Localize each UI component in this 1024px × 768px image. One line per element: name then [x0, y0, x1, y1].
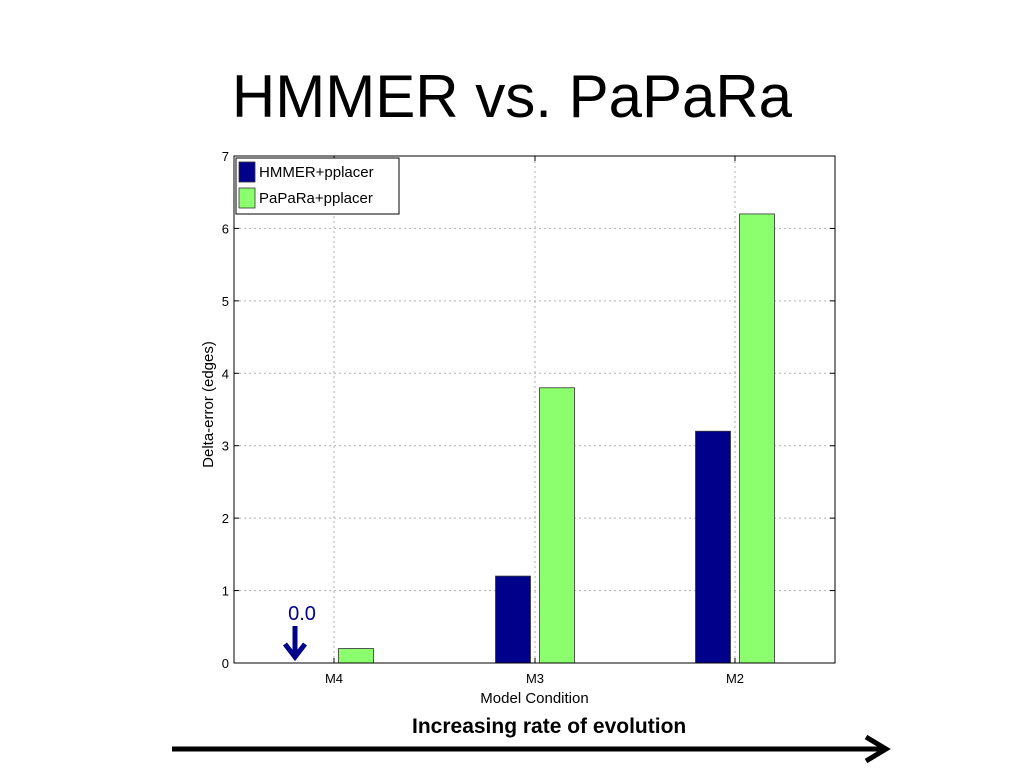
bar-papara-pplacer-m3 [539, 387, 575, 664]
legend-swatch [238, 161, 256, 183]
bar-hmmer-pplacer-m2 [695, 430, 731, 664]
x-axis-title: Model Condition [480, 690, 588, 707]
y-tick-label: 6 [222, 221, 229, 236]
y-axis-title: Delta-error (edges) [200, 341, 217, 468]
down-arrow-icon [283, 626, 307, 662]
axes: 0 1 2 3 4 5 6 7 M4 M3 M2 Model Condition Delta-error… [200, 149, 836, 707]
y-tick-label: 4 [222, 366, 229, 381]
bar-papara-pplacer-m2 [739, 213, 775, 664]
legend-swatch [238, 187, 256, 209]
legend-box [235, 157, 400, 215]
slide-title: HMMER vs. PaPaRa [231, 63, 793, 130]
x-tick-label: M2 [726, 671, 744, 686]
annotation-label: 0.0 [288, 603, 316, 625]
arrow-head [283, 642, 307, 662]
y-tick-label: 7 [222, 149, 229, 164]
y-tick-label: 2 [222, 511, 229, 526]
plot-frame [233, 155, 836, 664]
annotation: 0.0 [283, 603, 316, 662]
legend-label: PaPaRa+pplacer [259, 190, 373, 207]
y-tick-label: 0 [222, 656, 229, 671]
y-tick-label: 1 [222, 584, 229, 599]
x-tick-label: M3 [526, 671, 544, 686]
y-tick-label: 3 [222, 439, 229, 454]
bars [338, 213, 775, 664]
x-tick-label: M4 [325, 671, 343, 686]
legend: HMMER+pplacer PaPaRa+pplacer [235, 157, 400, 215]
y-tick-label: 5 [222, 294, 229, 309]
bar-hmmer-pplacer-m3 [495, 575, 531, 664]
evolution-caption: Increasing rate of evolution [412, 715, 687, 738]
legend-label: HMMER+pplacer [259, 164, 374, 181]
bar-papara-pplacer-m4 [338, 648, 374, 664]
